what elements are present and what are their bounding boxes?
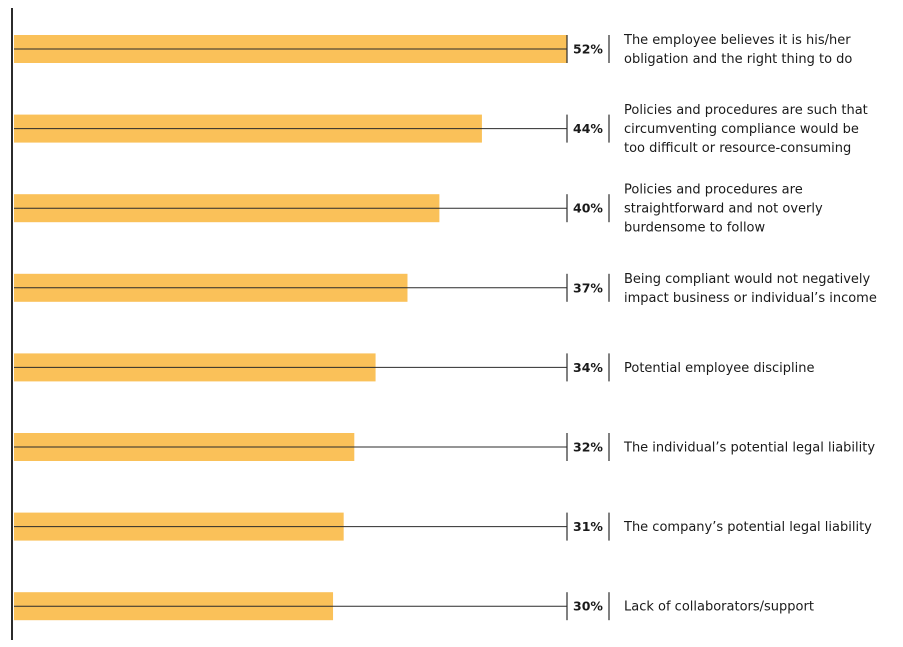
value-label: 34% [573,360,603,375]
category-label-line: The company’s potential legal liability [623,520,872,535]
category-label-line: straightforward and not overly [624,202,823,217]
category-label-line: The individual’s potential legal liabili… [623,441,875,456]
value-label: 44% [573,121,603,136]
category-label-line: burdensome to follow [624,221,766,236]
category-label: The company’s potential legal liability [623,520,872,535]
category-label: Policies and procedures are such that cir… [624,103,868,156]
category-label-line: impact business or individual’s income [624,291,877,306]
category-label-line: Being compliant would not negatively [624,272,871,287]
category-label-line: Potential employee discipline [624,361,815,376]
value-label: 40% [573,201,603,216]
value-label: 37% [573,280,603,295]
category-label: Lack of collaborators/support [624,600,814,615]
category-label-line: Policies and procedures are [624,183,803,198]
category-label-line: circumventing compliance would be [624,122,859,137]
value-label: 31% [573,519,603,534]
category-label-line: obligation and the right thing to do [624,52,852,67]
category-label: The individual’s potential legal liabili… [623,441,875,456]
value-label: 52% [573,42,603,57]
category-label-line: Policies and procedures are such that [624,103,868,118]
category-label: Potential employee discipline [624,361,815,376]
category-label-line: too difficult or resource-consuming [624,141,851,156]
value-label: 30% [573,599,603,614]
bar-rows: 52% The employee believes it is his/her ob… [14,33,877,621]
category-label: Being compliant would not negatively impa… [624,272,877,306]
category-label: Policies and procedures are straightforwa… [624,183,823,236]
category-label: The employee believes it is his/her oblig… [623,33,852,67]
value-label: 32% [573,440,603,455]
category-label-line: The employee believes it is his/her [623,33,851,48]
category-label-line: Lack of collaborators/support [624,600,814,615]
